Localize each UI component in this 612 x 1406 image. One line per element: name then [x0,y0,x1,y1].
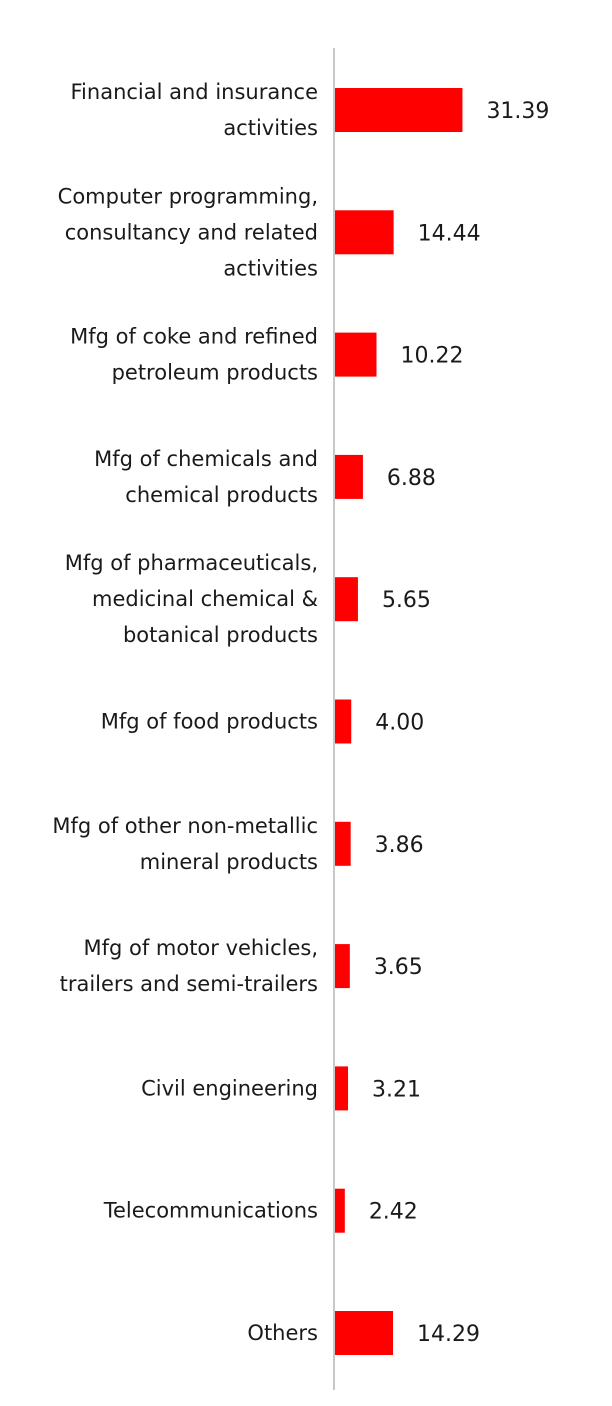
bar-6 [335,821,351,866]
category-label-1-line-2: activities [223,256,318,280]
category-label-5: Mfg of food products [101,710,318,734]
category-label-2: Mfg of coke and refined petroleum product… [70,325,318,385]
category-label-3-line-1: chemical products [125,483,318,507]
category-labels-group: Financial and insurance activitiesCompute… [52,80,318,1345]
category-label-0-line-1: activities [223,116,318,140]
bar-10 [335,1311,394,1355]
category-label-7: Mfg of motor vehicles, trailers and semi-… [60,936,318,996]
category-label-10-line-0: Others [247,1321,318,1345]
value-label-9: 2.42 [369,1200,418,1225]
value-label-5: 4.00 [375,711,424,736]
category-label-3: Mfg of chemicals and chemical products [94,447,318,507]
category-label-4-line-2: botanical products [123,623,318,647]
bar-8 [335,1066,349,1111]
category-label-1-line-0: Computer programming, [58,184,318,208]
value-labels-group: 31.39 14.44 10.22 6.88 5.65 4.00 3.86 3.65 3.21 2… [369,99,550,1347]
bar-0 [335,88,463,132]
category-label-10: Others [247,1321,318,1345]
category-label-8: Civil engineering [141,1076,318,1100]
category-label-1-line-1: consultancy and related [65,220,318,244]
value-label-10: 14.29 [417,1322,480,1347]
value-label-1: 14.44 [418,221,481,246]
value-label-7: 3.65 [374,955,423,980]
bar-1 [335,210,394,255]
category-label-6-line-1: mineral products [140,850,318,874]
category-label-5-line-0: Mfg of food products [101,710,318,734]
bar-3 [335,454,363,499]
bars-group [335,88,463,1355]
category-label-2-line-0: Mfg of coke and refined [70,325,318,349]
bar-2 [335,332,377,377]
value-label-2: 10.22 [400,344,463,369]
category-label-9-line-0: Telecommunications [103,1199,318,1223]
category-label-2-line-1: petroleum products [112,361,318,385]
category-label-6: Mfg of other non-metallic mineral product… [52,814,318,874]
category-label-3-line-0: Mfg of chemicals and [94,447,318,471]
bar-7 [335,944,350,989]
category-label-8-line-0: Civil engineering [141,1076,318,1100]
category-label-6-line-0: Mfg of other non-metallic [52,814,318,838]
category-label-4: Mfg of pharmaceuticals, medicinal chemica… [65,551,318,647]
value-label-0: 31.39 [486,99,549,124]
value-label-8: 3.21 [372,1077,421,1102]
value-label-6: 3.86 [375,833,424,858]
bar-5 [335,699,352,744]
category-label-4-line-0: Mfg of pharmaceuticals, [65,551,318,575]
category-label-0: Financial and insurance activities [71,80,319,140]
category-label-7-line-0: Mfg of motor vehicles, [83,936,318,960]
category-label-9: Telecommunications [103,1199,318,1223]
category-label-0-line-0: Financial and insurance [71,80,319,104]
category-label-7-line-1: trailers and semi-trailers [60,972,318,996]
bar-9 [335,1188,345,1233]
category-label-1: Computer programming, consultancy and rel… [58,184,318,280]
value-label-3: 6.88 [387,466,436,491]
bar-4 [335,577,358,622]
value-label-4: 5.65 [382,588,431,613]
category-label-4-line-1: medicinal chemical & [92,587,318,611]
